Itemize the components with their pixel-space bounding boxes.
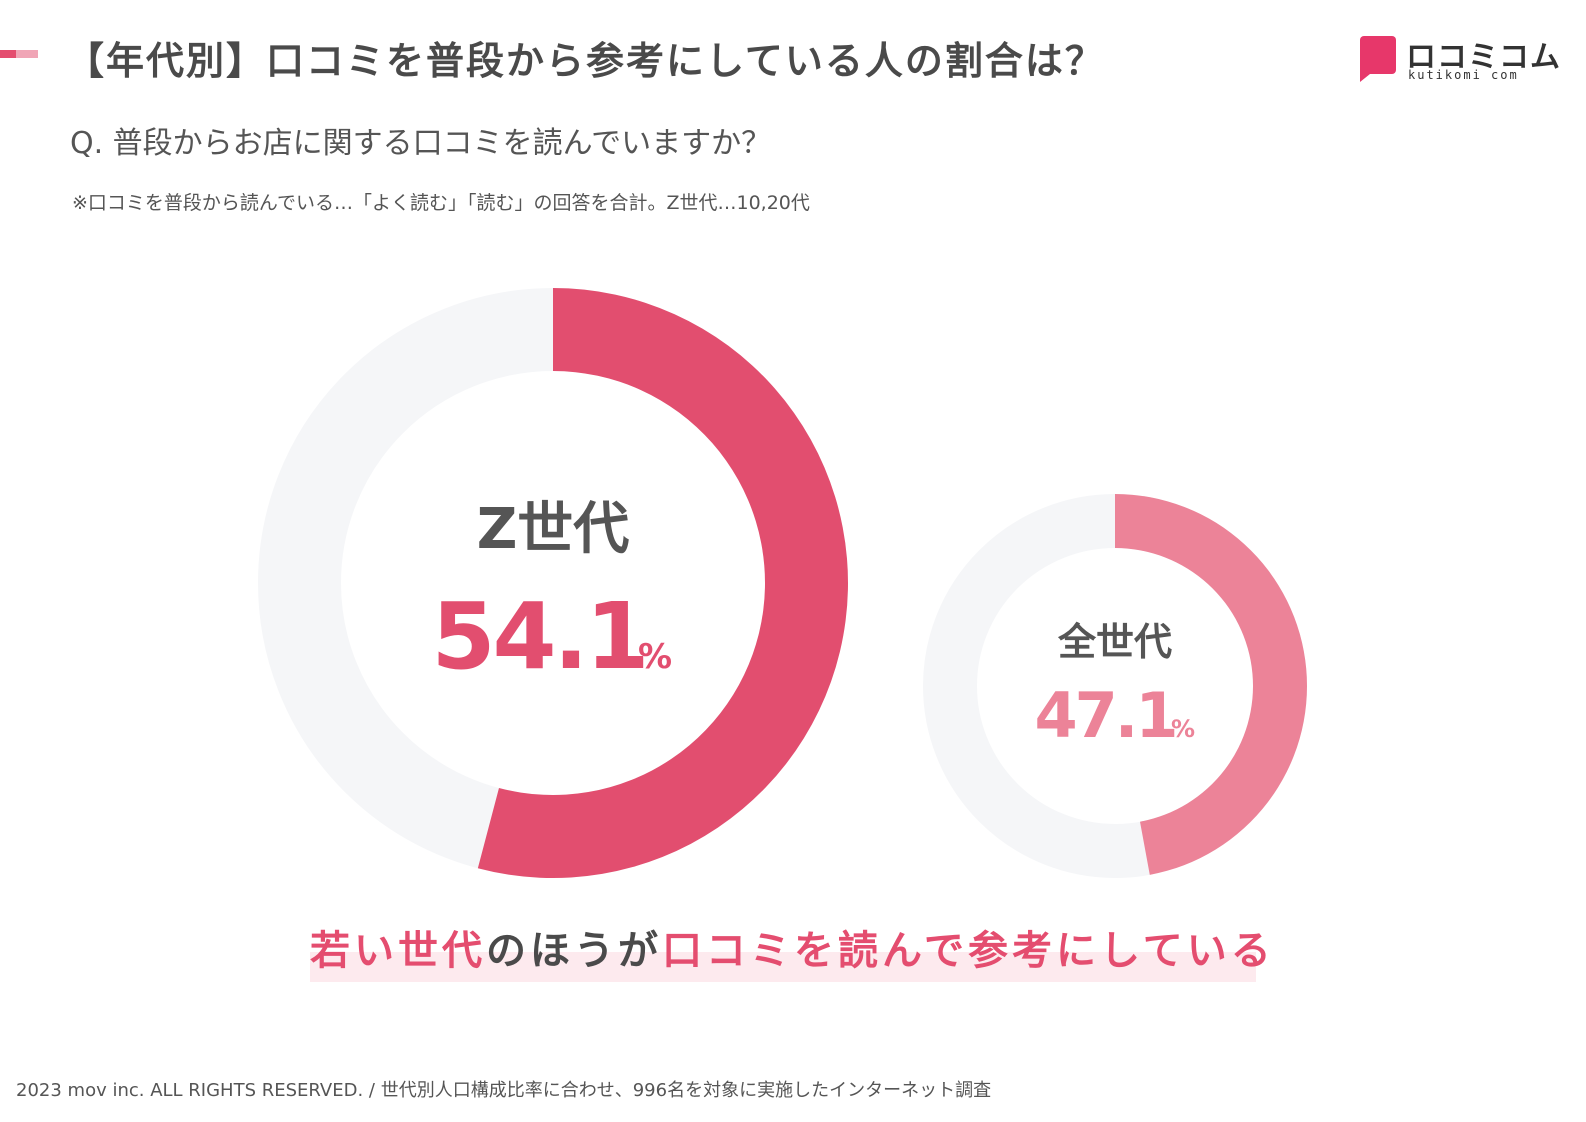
accent-bar-light bbox=[16, 50, 38, 58]
headline-part-3: 口コミを読んで参考にしている bbox=[662, 928, 1275, 974]
footer-copyright: 2023 mov inc. ALL RIGHTS RESERVED. / 世代別… bbox=[16, 1080, 992, 1101]
donut-chart-z-generation: Z世代 54.1% bbox=[258, 288, 848, 878]
survey-note: ※口コミを普段から読んでいる…「よく読む」「読む」の回答を合計。Z世代…10,2… bbox=[72, 192, 810, 214]
logo-subtext: kutikomi com bbox=[1408, 68, 1519, 82]
accent-bar-dark bbox=[0, 50, 16, 58]
brand-logo: ロコミコム kutikomi com bbox=[1360, 36, 1560, 84]
donut-label-z-generation: Z世代 bbox=[477, 497, 630, 562]
donut-label-all-generations: 全世代 bbox=[1057, 620, 1172, 664]
conclusion-headline: 若い世代のほうが口コミを読んで参考にしている bbox=[310, 918, 1271, 982]
page-title: 【年代別】口コミを普段から参考にしている人の割合は？ bbox=[66, 39, 1105, 83]
logo-text: ロコミコム bbox=[1406, 40, 1561, 75]
title-accent-bar bbox=[0, 50, 38, 58]
logo-speech-bubble-icon bbox=[1360, 36, 1396, 82]
survey-question: Q. 普段からお店に関する口コミを読んでいますか？ bbox=[70, 126, 772, 161]
donut-slice-z-generation bbox=[477, 288, 848, 878]
donut-value-all-generations: 47.1 bbox=[1035, 679, 1176, 752]
donut-unit-all-generations: % bbox=[1171, 715, 1195, 743]
headline-part-1: 若い世代 bbox=[310, 928, 486, 974]
donut-chart-all-generations: 全世代 47.1% bbox=[923, 494, 1308, 878]
headline-part-2: のほうが bbox=[486, 928, 662, 974]
donut-unit-z-generation: % bbox=[638, 637, 672, 677]
headline-highlight bbox=[310, 952, 1256, 982]
headline-text: 若い世代のほうが口コミを読んで参考にしている bbox=[310, 918, 1271, 976]
donut-value-z-generation: 54.1 bbox=[432, 583, 647, 690]
donut-slice-all-generations bbox=[1115, 494, 1308, 875]
